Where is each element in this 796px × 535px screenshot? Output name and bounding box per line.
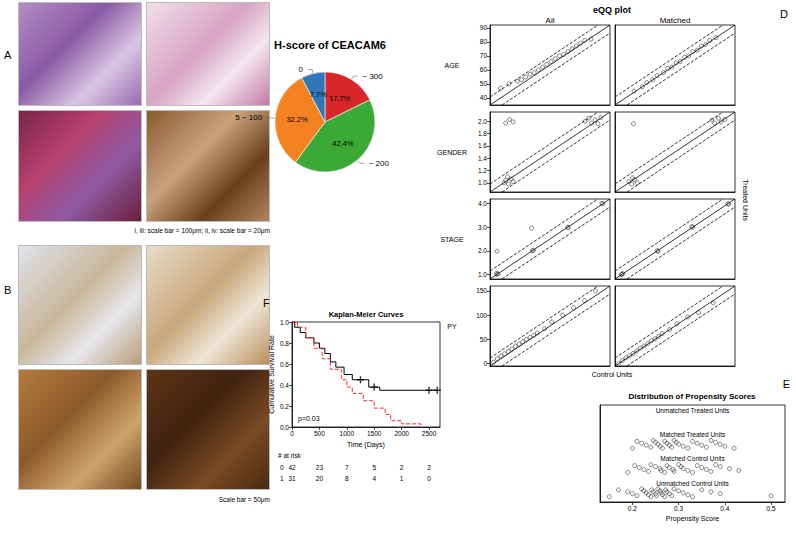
svg-text:i, iii: scale bar = 100μm; ii,: i, iii: scale bar = 100μm; ii, iv: scale… — [135, 227, 270, 235]
svg-text:90: 90 — [480, 24, 488, 31]
svg-text:70: 70 — [480, 52, 488, 59]
svg-text:7: 7 — [345, 464, 349, 471]
svg-text:1: 1 — [400, 475, 404, 482]
svg-text:1.0: 1.0 — [280, 319, 289, 326]
svg-text:40: 40 — [480, 94, 488, 101]
svg-text:42: 42 — [288, 464, 296, 471]
svg-text:0: 0 — [280, 464, 284, 471]
svg-text:3.0: 3.0 — [478, 224, 487, 231]
svg-text:0: 0 — [290, 430, 294, 437]
svg-text:1.6: 1.6 — [478, 142, 487, 149]
svg-text:0: 0 — [299, 65, 304, 74]
svg-text:Matched Treated Units: Matched Treated Units — [660, 431, 726, 438]
svg-text:8: 8 — [345, 475, 349, 482]
svg-text:B: B — [4, 284, 11, 296]
svg-text:AGE: AGE — [445, 62, 460, 69]
svg-text:23: 23 — [316, 464, 324, 471]
svg-text:150: 150 — [476, 287, 487, 294]
svg-text:0: 0 — [483, 360, 487, 367]
svg-text:Matched: Matched — [660, 16, 691, 25]
svg-text:0.6: 0.6 — [280, 361, 289, 368]
svg-text:A: A — [4, 49, 12, 61]
svg-text:0.2: 0.2 — [628, 505, 637, 512]
svg-text:E: E — [783, 378, 790, 390]
svg-text:500: 500 — [314, 430, 325, 437]
svg-text:5: 5 — [372, 464, 376, 471]
svg-text:4.0: 4.0 — [478, 200, 487, 207]
svg-text:~ 200: ~ 200 — [369, 159, 390, 168]
svg-text:D: D — [780, 8, 788, 20]
svg-text:Time (Days): Time (Days) — [347, 441, 385, 449]
svg-text:Kaplan-Meier Curves: Kaplan-Meier Curves — [329, 310, 404, 319]
svg-text:Distribution of Propensity Sco: Distribution of Propensity Scores — [628, 392, 756, 401]
svg-text:~ 300: ~ 300 — [363, 72, 384, 81]
svg-text:0: 0 — [427, 475, 431, 482]
svg-text:0.5: 0.5 — [767, 505, 776, 512]
svg-text:Matched Control Units: Matched Control Units — [660, 455, 725, 462]
svg-text:80: 80 — [480, 38, 488, 45]
svg-text:1.4: 1.4 — [478, 155, 487, 162]
svg-text:0.4: 0.4 — [280, 382, 289, 389]
svg-text:STAGE: STAGE — [440, 236, 464, 243]
svg-text:Control Units: Control Units — [592, 371, 633, 378]
svg-text:All: All — [546, 16, 555, 25]
svg-text:Unmatched Treated Units: Unmatched Treated Units — [656, 407, 730, 414]
svg-text:GENDER: GENDER — [437, 149, 467, 156]
svg-text:0.2: 0.2 — [280, 403, 289, 410]
svg-text:2: 2 — [400, 464, 404, 471]
svg-text:0.3: 0.3 — [674, 505, 683, 512]
svg-text:1.8: 1.8 — [478, 130, 487, 137]
svg-text:Unmatched Control Units: Unmatched Control Units — [656, 480, 729, 487]
svg-text:2.0: 2.0 — [478, 118, 487, 125]
svg-text:# at risk: # at risk — [278, 452, 302, 459]
svg-text:0.4: 0.4 — [720, 505, 729, 512]
svg-text:Scale bar = 50μm: Scale bar = 50μm — [219, 496, 270, 504]
svg-text:2000: 2000 — [394, 430, 409, 437]
svg-text:F: F — [263, 297, 270, 309]
svg-text:4: 4 — [372, 475, 376, 482]
svg-text:2: 2 — [427, 464, 431, 471]
svg-text:PY: PY — [447, 323, 457, 330]
svg-text:17.7%: 17.7% — [329, 94, 351, 103]
svg-text:5 ~ 100: 5 ~ 100 — [235, 113, 262, 122]
svg-text:0.8: 0.8 — [280, 340, 289, 347]
svg-text:1000: 1000 — [340, 430, 355, 437]
svg-text:20: 20 — [316, 475, 324, 482]
svg-text:7.7%: 7.7% — [310, 90, 327, 99]
svg-text:1500: 1500 — [367, 430, 382, 437]
svg-text:p=0.03: p=0.03 — [298, 415, 320, 423]
svg-text:50: 50 — [480, 80, 488, 87]
svg-text:2500: 2500 — [422, 430, 437, 437]
svg-text:32.2%: 32.2% — [286, 115, 308, 124]
svg-text:Treated Units: Treated Units — [742, 179, 749, 221]
svg-text:2.0: 2.0 — [478, 247, 487, 254]
svg-text:H-score of CEACAM6: H-score of CEACAM6 — [274, 39, 386, 51]
svg-text:31: 31 — [288, 475, 296, 482]
svg-text:1.0: 1.0 — [478, 179, 487, 186]
svg-text:50: 50 — [480, 336, 488, 343]
svg-text:60: 60 — [480, 66, 488, 73]
svg-text:100: 100 — [476, 312, 487, 319]
svg-text:1: 1 — [280, 475, 284, 482]
svg-text:1.2: 1.2 — [478, 167, 487, 174]
svg-text:eQQ plot: eQQ plot — [593, 5, 631, 15]
svg-text:Cumulative Survival Rate: Cumulative Survival Rate — [268, 335, 275, 414]
svg-text:0.0: 0.0 — [280, 424, 289, 431]
svg-text:42.4%: 42.4% — [332, 139, 354, 148]
svg-text:Propensity Score: Propensity Score — [666, 515, 719, 523]
svg-text:1.0: 1.0 — [478, 271, 487, 278]
